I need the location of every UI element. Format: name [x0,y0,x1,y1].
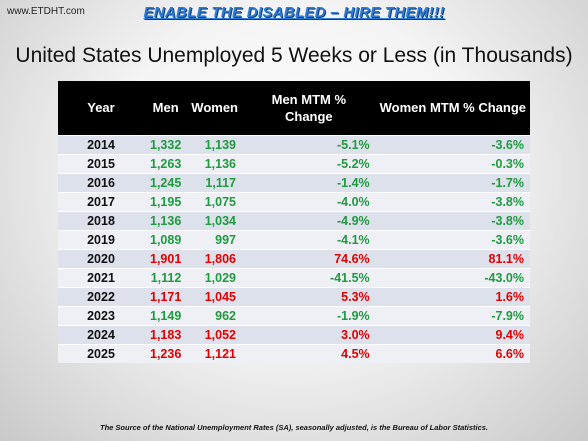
cell-women: 1,034 [187,210,242,230]
cell-women: 1,075 [187,191,242,211]
page-title: United States Unemployed 5 Weeks or Less… [15,44,573,67]
table-row: 2016 1,245 1,117 -1.4% -1.7% [58,172,530,192]
site-label: www.ETDHT.com [7,6,85,17]
cell-men-mtm: 74.6% [242,248,376,268]
cell-year: 2020 [58,248,144,268]
cell-women: 997 [187,229,242,249]
cell-men: 1,171 [144,286,188,306]
cell-women: 1,121 [187,343,242,363]
header-men-mtm: Men MTM % Change [271,91,347,124]
cell-men-mtm: -5.2% [242,153,376,173]
cell-women-mtm: -3.8% [375,191,530,211]
cell-year: 2018 [58,210,144,230]
table-row: 2020 1,901 1,806 74.6% 81.1% [58,248,530,268]
cell-men-mtm: -1.4% [242,172,376,192]
unemployment-table: Year Men Women Men MTM % Change Women MT… [58,81,530,363]
cell-year: 2014 [58,134,144,154]
source-note: The Source of the National Unemployment … [100,423,488,432]
cell-men: 1,263 [144,153,188,173]
cell-women-mtm: -3.8% [375,210,530,230]
header-men: Men [152,100,179,116]
table-header-row: Year Men Women Men MTM % Change Women MT… [58,81,530,135]
cell-men: 1,149 [144,305,188,325]
table-row: 2023 1,149 962 -1.9% -7.9% [58,305,530,325]
cell-men-mtm: -5.1% [242,134,376,154]
cell-men-mtm: 3.0% [242,324,376,344]
cell-men: 1,236 [144,343,188,363]
cell-year: 2017 [58,191,144,211]
cell-men: 1,089 [144,229,188,249]
table-row: 2025 1,236 1,121 4.5% 6.6% [58,343,530,363]
cell-men-mtm: -4.1% [242,229,376,249]
cell-men-mtm: 5.3% [242,286,376,306]
cell-year: 2019 [58,229,144,249]
cell-women: 1,052 [187,324,242,344]
cell-men: 1,901 [144,248,188,268]
cell-year: 2016 [58,172,144,192]
cell-women-mtm: -7.9% [375,305,530,325]
cell-women-mtm: -3.6% [375,229,530,249]
cell-men: 1,112 [144,267,188,287]
cell-men-mtm: 4.5% [242,343,376,363]
cell-year: 2015 [58,153,144,173]
cell-women: 1,806 [187,248,242,268]
cell-year: 2025 [58,343,144,363]
cell-year: 2023 [58,305,144,325]
header-women-mtm: Women MTM % Change [379,100,527,116]
cell-women-mtm: 6.6% [375,343,530,363]
cell-women: 1,139 [187,134,242,154]
cell-men-mtm: -4.9% [242,210,376,230]
table-body: 2014 1,332 1,139 -5.1% -3.6% 2015 1,263 1,136 -5… [58,134,530,363]
table-row: 2015 1,263 1,136 -5.2% -0.3% [58,153,530,173]
cell-women-mtm: -43.0% [375,267,530,287]
cell-women-mtm: -1.7% [375,172,530,192]
cell-men-mtm: -41.5% [242,267,376,287]
cell-men: 1,136 [144,210,188,230]
cell-women-mtm: 81.1% [375,248,530,268]
table-row: 2018 1,136 1,034 -4.9% -3.8% [58,210,530,230]
cell-women-mtm: -0.3% [375,153,530,173]
header-women: Women [191,100,238,116]
cell-men: 1,245 [144,172,188,192]
table-row: 2021 1,112 1,029 -41.5% -43.0% [58,267,530,287]
cell-women: 1,136 [187,153,242,173]
cell-women: 1,045 [187,286,242,306]
table-row: 2024 1,183 1,052 3.0% 9.4% [58,324,530,344]
table-row: 2017 1,195 1,075 -4.0% -3.8% [58,191,530,211]
table-row: 2019 1,089 997 -4.1% -3.6% [58,229,530,249]
cell-women: 962 [187,305,242,325]
cell-year: 2021 [58,267,144,287]
cell-women-mtm: -3.6% [375,134,530,154]
cell-women-mtm: 9.4% [375,324,530,344]
cell-men: 1,195 [144,191,188,211]
banner-slogan: ENABLE THE DISABLED – HIRE THEM!!! [143,4,445,21]
cell-men: 1,332 [144,134,188,154]
cell-men-mtm: -1.9% [242,305,376,325]
cell-women: 1,117 [187,172,242,192]
cell-men: 1,183 [144,324,188,344]
cell-men-mtm: -4.0% [242,191,376,211]
cell-year: 2024 [58,324,144,344]
table-row: 2022 1,171 1,045 5.3% 1.6% [58,286,530,306]
header-year: Year [87,100,115,116]
table-row: 2014 1,332 1,139 -5.1% -3.6% [58,134,530,154]
cell-year: 2022 [58,286,144,306]
cell-women-mtm: 1.6% [375,286,530,306]
cell-women: 1,029 [187,267,242,287]
